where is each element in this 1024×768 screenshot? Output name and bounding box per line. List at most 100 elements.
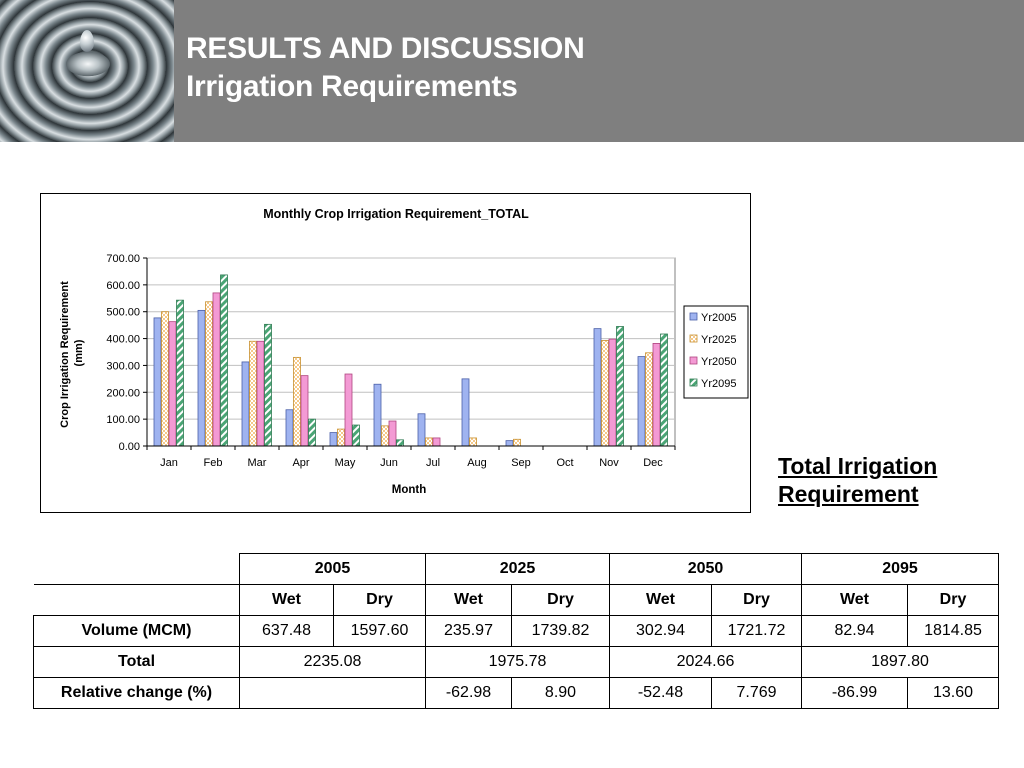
volume-cell: 1814.85 (907, 615, 999, 647)
chart-panel: Monthly Crop Irrigation Requirement_TOTA… (40, 193, 751, 513)
bar (264, 323, 272, 447)
row-label-volume: Volume (MCM) (33, 615, 240, 647)
bar (344, 373, 353, 447)
bar (593, 328, 602, 447)
relchange-cell: -62.98 (425, 677, 512, 709)
x-tick-label: Mar (248, 457, 267, 469)
relchange-cell (239, 677, 426, 709)
bar (352, 424, 360, 447)
y-tick-label: 100.00 (106, 414, 140, 426)
x-tick-label: Nov (599, 457, 619, 469)
bar (249, 340, 257, 447)
chart-title: Monthly Crop Irrigation Requirement_TOTA… (263, 207, 529, 221)
bar (329, 432, 338, 447)
table-row-relative-change: Relative change (%) -62.98 8.90 -52.48 7… (33, 677, 999, 709)
relchange-cell: -52.48 (609, 677, 712, 709)
table-row-volume: Volume (MCM) 637.48 1597.60 235.97 1739.… (33, 615, 999, 647)
bar (396, 439, 404, 447)
year-2050-header: 2050 (609, 553, 802, 585)
y-tick-label: 700.00 (106, 253, 140, 265)
volume-cell: 1739.82 (511, 615, 610, 647)
bar (417, 413, 426, 447)
bar (373, 383, 382, 447)
legend-swatch (689, 378, 698, 387)
chart-legend: Yr2005 Yr2025 Yr2050 Yr2095 (683, 305, 749, 399)
bar (220, 274, 228, 447)
season-header: Wet (239, 584, 334, 616)
bar (212, 292, 221, 447)
table-row-total: Total 2235.08 1975.78 2024.66 1897.80 (33, 646, 999, 678)
bar (432, 437, 441, 447)
legend-entry: Yr2050 (701, 356, 736, 368)
y-tick-label: 400.00 (106, 334, 140, 346)
legend-swatch (689, 334, 698, 343)
bar (241, 361, 250, 447)
table-year-header-row: 2005 2025 2050 2095 (33, 553, 999, 585)
x-tick-label: Oct (556, 457, 573, 469)
x-tick-label: Aug (467, 457, 487, 469)
year-2095-header: 2095 (801, 553, 999, 585)
bar (660, 333, 668, 447)
row-label-total: Total (33, 646, 240, 678)
table-corner-cell-2 (33, 584, 240, 616)
season-header: Wet (425, 584, 512, 616)
bar (645, 352, 653, 447)
y-tick-label: 200.00 (106, 387, 140, 399)
legend-box (683, 305, 749, 399)
volume-cell: 82.94 (801, 615, 908, 647)
volume-cell: 1721.72 (711, 615, 802, 647)
x-tick-label: May (335, 457, 356, 469)
row-label-relative-change: Relative change (%) (33, 677, 240, 709)
season-header: Dry (511, 584, 610, 616)
bar (505, 440, 514, 447)
relchange-cell: -86.99 (801, 677, 908, 709)
bar (308, 418, 316, 447)
bar (197, 309, 206, 447)
bar (256, 340, 265, 447)
season-header: Wet (801, 584, 908, 616)
y-tick-label: 600.00 (106, 280, 140, 292)
irrigation-bar-chart: Monthly Crop Irrigation Requirement_TOTA… (59, 207, 749, 496)
x-axis-label: Month (392, 484, 426, 496)
bar (153, 317, 162, 447)
header-banner: RESULTS AND DISCUSSION Irrigation Requir… (0, 0, 1024, 142)
volume-cell: 235.97 (425, 615, 512, 647)
bar (513, 438, 521, 447)
legend-entry: Yr2095 (701, 378, 736, 390)
relchange-cell: 13.60 (907, 677, 999, 709)
volume-cell: 637.48 (239, 615, 334, 647)
bar (616, 326, 624, 447)
total-cell: 2235.08 (239, 646, 426, 678)
bar (469, 437, 477, 447)
x-tick-label: Sep (511, 457, 531, 469)
table-season-header-row: Wet Dry Wet Dry Wet Dry Wet Dry (33, 584, 999, 616)
x-tick-label: Dec (643, 457, 663, 469)
plot-area (146, 257, 676, 447)
bar (161, 311, 169, 447)
total-cell: 1975.78 (425, 646, 610, 678)
bar (637, 356, 646, 447)
legend-swatch (689, 312, 698, 321)
volume-cell: 1597.60 (333, 615, 426, 647)
season-header: Dry (333, 584, 426, 616)
season-header: Dry (711, 584, 802, 616)
bar (652, 343, 661, 447)
bar (381, 425, 389, 447)
bar (300, 375, 309, 447)
x-tick-label: Apr (292, 457, 309, 469)
volume-cell: 302.94 (609, 615, 712, 647)
bar (205, 301, 213, 447)
year-2025-header: 2025 (425, 553, 610, 585)
bar (608, 338, 617, 447)
legend-swatch (689, 356, 698, 365)
total-irrigation-label: Total Irrigation Requirement (778, 453, 938, 507)
x-tick-label: Jan (160, 457, 178, 469)
bar (461, 378, 470, 447)
water-drop-image (0, 0, 174, 142)
bar (425, 437, 433, 447)
y-axis-label-line2: (mm) (73, 339, 85, 366)
bar (601, 340, 609, 447)
title-line-2: Irrigation Requirements (186, 70, 518, 103)
slide-title: RESULTS AND DISCUSSION Irrigation Requir… (186, 30, 585, 106)
y-tick-label: 500.00 (106, 307, 140, 319)
